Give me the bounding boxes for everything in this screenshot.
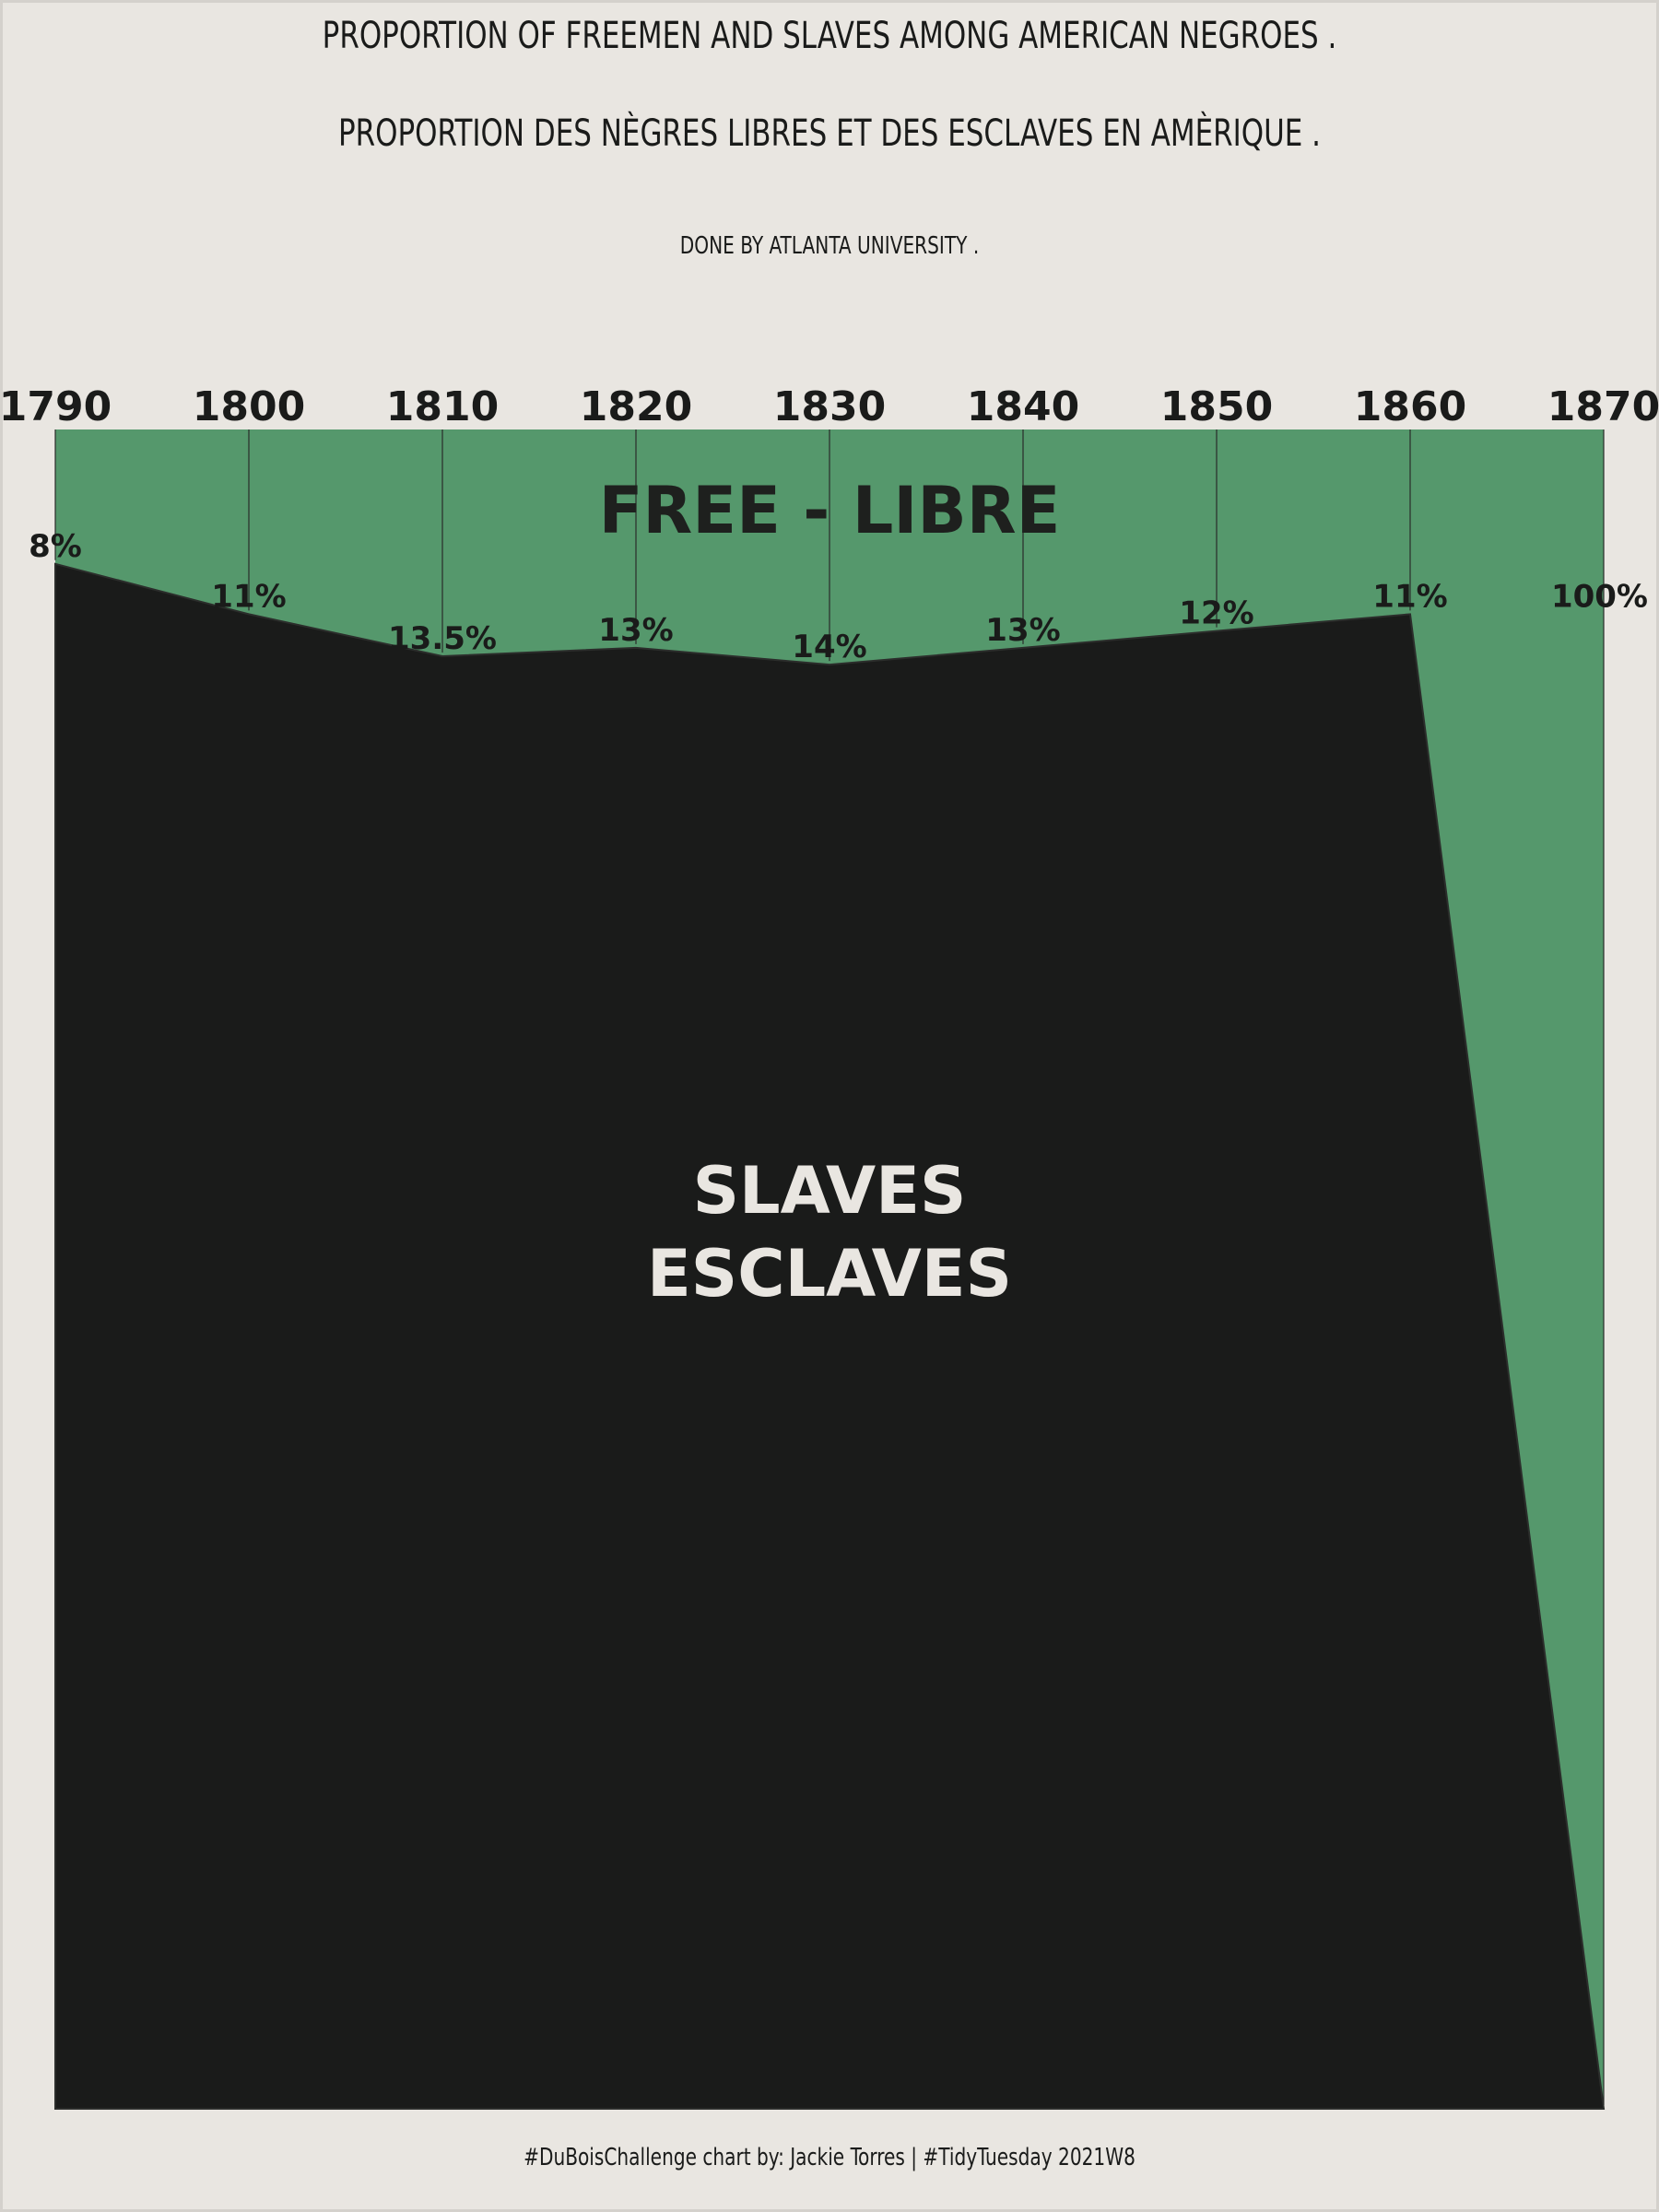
year-tick-label: 1790 <box>0 383 112 430</box>
chart-caption: #DuBoisChallenge chart by: Jackie Torres… <box>524 2144 1135 2171</box>
year-gridlines <box>54 429 1605 2105</box>
free-percentage-labels: 8% 11% 13.5% 13% 14% 13% 12% 11% 100% <box>29 528 1648 665</box>
free-percentage-label: 100% <box>1551 578 1648 615</box>
slave-series-label-french: ESCLAVES <box>647 1236 1012 1312</box>
plot-area <box>54 429 1606 2110</box>
chart-title-english: PROPORTION OF FREEMEN AND SLAVES AMONG A… <box>322 15 1337 57</box>
free-percentage-label: 12% <box>1179 595 1253 632</box>
free-percentage-label: 11% <box>1372 578 1447 615</box>
year-tick-label: 1820 <box>580 383 692 430</box>
slave-series-label: SLAVES <box>693 1153 967 1229</box>
year-tick-label: 1850 <box>1160 383 1273 430</box>
free-percentage-label: 14% <box>792 629 866 665</box>
free-percentage-label: 13.5% <box>388 620 497 657</box>
year-tick-label: 1800 <box>193 383 305 430</box>
chart-title-french: PROPORTION DES NÈGRES LIBRES ET DES ESCL… <box>338 112 1321 155</box>
year-tick-label: 1810 <box>386 383 499 430</box>
slave-area <box>55 563 1604 2109</box>
slave-area-outline <box>54 562 1606 2110</box>
free-percentage-label: 13% <box>985 612 1060 649</box>
year-tick-label: 1830 <box>773 383 886 430</box>
year-tick-label: 1870 <box>1547 383 1659 430</box>
free-series-label: FREE - LIBRE <box>599 473 1061 548</box>
free-percentage-label: 11% <box>211 578 286 615</box>
year-tick-labels: 1790 1800 1810 1820 1830 1840 1850 1860 1870 <box>0 383 1659 430</box>
year-tick-label: 1860 <box>1354 383 1466 430</box>
free-percentage-label: 8% <box>29 528 82 565</box>
free-percentage-label: 13% <box>598 612 673 649</box>
chart-subtitle: DONE BY ATLANTA UNIVERSITY . <box>679 232 980 260</box>
year-tick-label: 1840 <box>967 383 1079 430</box>
